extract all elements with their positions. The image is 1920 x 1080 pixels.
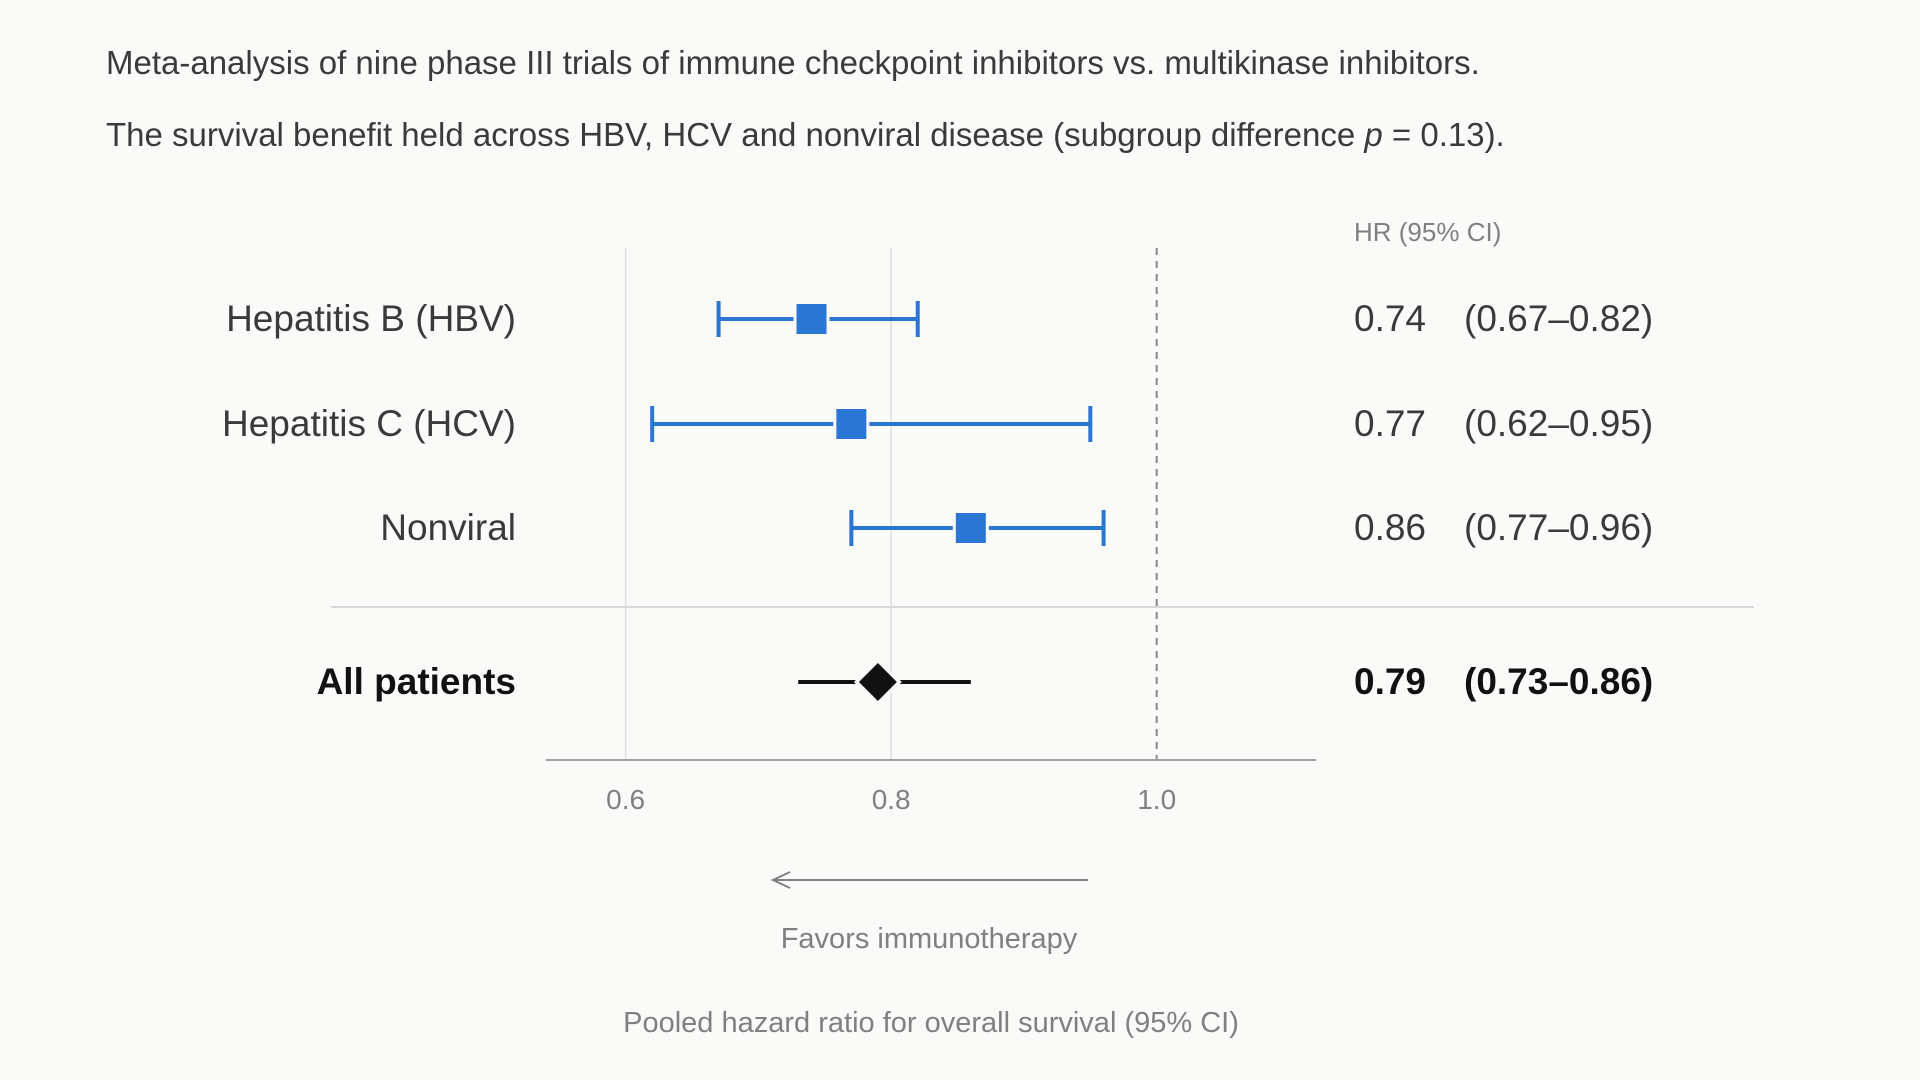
forest-rows: Hepatitis B (HBV) 0.74 (0.67–0.82)Hepatiti… — [222, 298, 1653, 706]
hr-value: 0.74 — [1354, 298, 1426, 339]
subgroup-row: Hepatitis C (HCV) 0.77 (0.62–0.95) — [222, 403, 1653, 444]
x-tick-label: 1.0 — [1137, 784, 1176, 815]
x-tick-label: 0.6 — [606, 784, 645, 815]
subgroup-label: Nonviral — [380, 507, 516, 548]
direction-arrow-head-icon — [770, 871, 791, 889]
subgroup-label: Hepatitis B (HBV) — [226, 298, 516, 339]
hr-value: 0.77 — [1354, 403, 1426, 444]
subtitle-line-2-suffix: = 0.13). — [1383, 116, 1505, 153]
subtitle-p-symbol: p — [1363, 116, 1382, 153]
ci-value: (0.62–0.95) — [1464, 403, 1653, 444]
overall-row: All patients 0.79 (0.73–0.86) — [317, 658, 1653, 706]
x-tick-label: 0.8 — [872, 784, 911, 815]
point-estimate-marker — [833, 406, 870, 442]
subgroup-row: Hepatitis B (HBV) 0.74 (0.67–0.82) — [226, 298, 1653, 339]
overall-label: All patients — [317, 661, 516, 702]
overall-hr-value: 0.79 — [1354, 661, 1426, 702]
x-axis: 0.6 0.8 1.0 — [546, 759, 1316, 815]
ci-value: (0.67–0.82) — [1464, 298, 1653, 339]
subgroup-label: Hepatitis C (HCV) — [222, 403, 516, 444]
x-axis-title: Pooled hazard ratio for overall survival… — [623, 1007, 1239, 1039]
direction-label: Favors immunotherapy — [781, 923, 1078, 955]
subtitle-line-2-prefix: The survival benefit held across HBV, HC… — [106, 116, 1364, 153]
column-header-hr: HR (95% CI) — [1354, 217, 1501, 247]
subtitle-line-2: The survival benefit held across HBV, HC… — [106, 116, 1505, 153]
subtitle-line-1: Meta-analysis of nine phase III trials o… — [106, 44, 1480, 81]
hr-value: 0.86 — [1354, 507, 1426, 548]
overall-diamond-marker — [853, 658, 902, 706]
subgroup-row: Nonviral 0.86 (0.77–0.96) — [380, 507, 1653, 548]
overall-ci-value: (0.73–0.86) — [1464, 661, 1653, 702]
point-estimate-marker — [952, 510, 989, 546]
point-estimate-marker — [793, 301, 830, 337]
ci-value: (0.77–0.96) — [1464, 507, 1653, 548]
